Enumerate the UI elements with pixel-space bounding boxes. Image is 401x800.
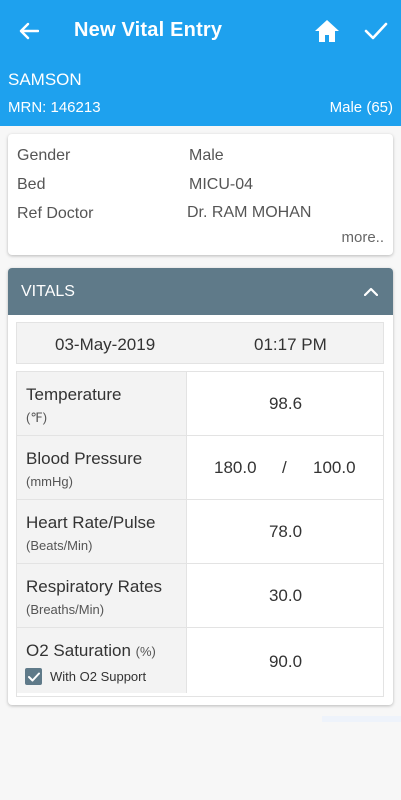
vitals-table: Temperature (℉) 98.6 Blood Pressure (mmH… [16,371,384,697]
respiratory-input[interactable]: 30.0 [188,564,383,627]
o2-label-cell: O2 Saturation (%) With O2 Support [17,628,187,693]
bed-value: MICU-04 [189,176,254,193]
blood-pressure-unit: (mmHg) [26,474,73,489]
o2-label: O2 Saturation [26,641,131,660]
heart-rate-label-cell: Heart Rate/Pulse (Beats/Min) [17,500,187,563]
respiratory-row: Respiratory Rates (Breaths/Min) 30.0 [17,564,383,628]
o2-label-line: O2 Saturation (%) [26,641,156,661]
blood-pressure-row: Blood Pressure (mmHg) 180.0 / 100.0 [17,436,383,500]
systolic-input[interactable]: 180.0 [214,458,257,477]
more-link[interactable]: more.. [341,229,384,246]
vitals-card: VITALS 03-May-2019 01:17 PM Temperature … [8,268,393,705]
patient-gender-age: Male (65) [329,99,393,116]
patient-info-card: Gender Male Bed MICU-04 Ref Doctor Dr. R… [8,134,393,255]
heart-rate-input[interactable]: 78.0 [188,500,383,563]
back-button[interactable] [14,16,44,46]
temperature-label-cell: Temperature (℉) [17,372,187,435]
temperature-row: Temperature (℉) 98.6 [17,372,383,436]
vitals-header[interactable]: VITALS [8,268,393,315]
home-icon [315,20,339,42]
date-time-row: 03-May-2019 01:17 PM [16,322,384,364]
page-title: New Vital Entry [74,19,223,41]
date-field[interactable]: 03-May-2019 [55,335,156,354]
o2-support-toggle[interactable]: With O2 Support [25,668,146,685]
respiratory-unit: (Breaths/Min) [26,602,105,617]
bp-separator: / [282,458,287,477]
temperature-input[interactable]: 98.6 [188,372,383,435]
ref-doctor-label: Ref Doctor [17,205,94,222]
heart-rate-row: Heart Rate/Pulse (Beats/Min) 78.0 [17,500,383,564]
arrow-left-icon [19,22,39,40]
heart-rate-value: 78.0 [268,522,303,541]
save-button[interactable] [361,16,391,46]
bed-label: Bed [17,176,46,193]
checkmark-icon [27,672,40,681]
patient-mrn: MRN: 146213 [8,99,101,116]
divider [322,716,401,722]
patient-banner: SAMSON MRN: 146213 Male (65) [0,62,401,126]
o2-support-label: With O2 Support [50,669,147,684]
o2-support-checkbox[interactable] [25,668,42,685]
o2-saturation-row: O2 Saturation (%) With O2 Support 90.0 [17,628,383,693]
gender-value: Male [189,147,224,164]
gender-label: Gender [17,147,71,164]
blood-pressure-label-cell: Blood Pressure (mmHg) [17,436,187,499]
vitals-title: VITALS [21,283,75,300]
respiratory-value: 30.0 [268,586,303,605]
temperature-value: 98.6 [268,394,303,413]
heart-rate-unit: (Beats/Min) [26,538,93,553]
home-button[interactable] [312,16,342,46]
collapse-button[interactable] [361,281,381,301]
diastolic-input[interactable]: 100.0 [313,458,356,477]
respiratory-label: Respiratory Rates [26,577,163,596]
time-field[interactable]: 01:17 PM [254,335,327,354]
check-icon [364,22,388,40]
chevron-up-icon [364,287,378,296]
o2-input[interactable]: 90.0 [188,628,383,693]
temperature-label: Temperature [26,385,122,404]
ref-doctor-value: Dr. RAM MOHAN [187,204,312,221]
blood-pressure-label: Blood Pressure [26,449,143,468]
app-bar: New Vital Entry [0,0,401,62]
blood-pressure-inputs: 180.0 / 100.0 [188,436,383,499]
heart-rate-label: Heart Rate/Pulse [26,513,156,532]
temperature-unit: (℉) [26,410,48,425]
patient-name: SAMSON [8,70,82,89]
o2-unit: (%) [135,644,156,659]
respiratory-label-cell: Respiratory Rates (Breaths/Min) [17,564,187,627]
o2-value: 90.0 [268,652,303,671]
